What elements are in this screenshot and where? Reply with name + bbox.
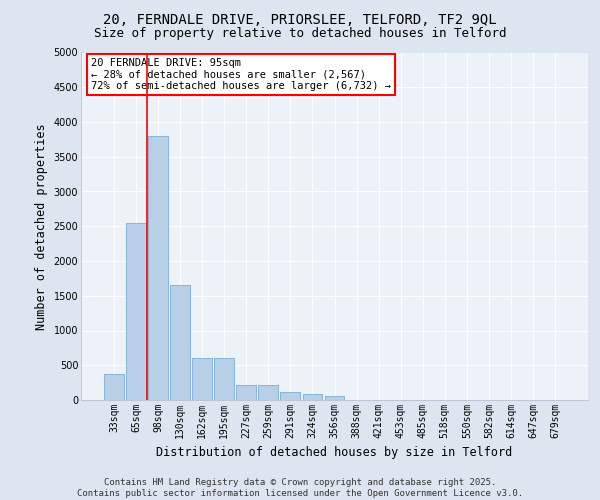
Bar [170,286,190,400]
Text: 20 FERNDALE DRIVE: 95sqm
← 28% of detached houses are smaller (2,567)
72% of sem: 20 FERNDALE DRIVE: 95sqm ← 28% of detach… [91,58,391,91]
Bar [325,396,344,400]
Text: Size of property relative to detached houses in Telford: Size of property relative to detached ho… [94,28,506,40]
Text: Contains HM Land Registry data © Crown copyright and database right 2025.
Contai: Contains HM Land Registry data © Crown c… [77,478,523,498]
Bar [126,223,146,400]
Bar [280,392,301,400]
Bar [148,136,168,400]
Bar [302,394,322,400]
Bar [192,358,212,400]
Bar [104,374,124,400]
Text: 20, FERNDALE DRIVE, PRIORSLEE, TELFORD, TF2 9QL: 20, FERNDALE DRIVE, PRIORSLEE, TELFORD, … [103,12,497,26]
Bar [214,358,234,400]
Y-axis label: Number of detached properties: Number of detached properties [35,123,48,330]
Bar [236,384,256,400]
X-axis label: Distribution of detached houses by size in Telford: Distribution of detached houses by size … [157,446,512,460]
Bar [259,384,278,400]
